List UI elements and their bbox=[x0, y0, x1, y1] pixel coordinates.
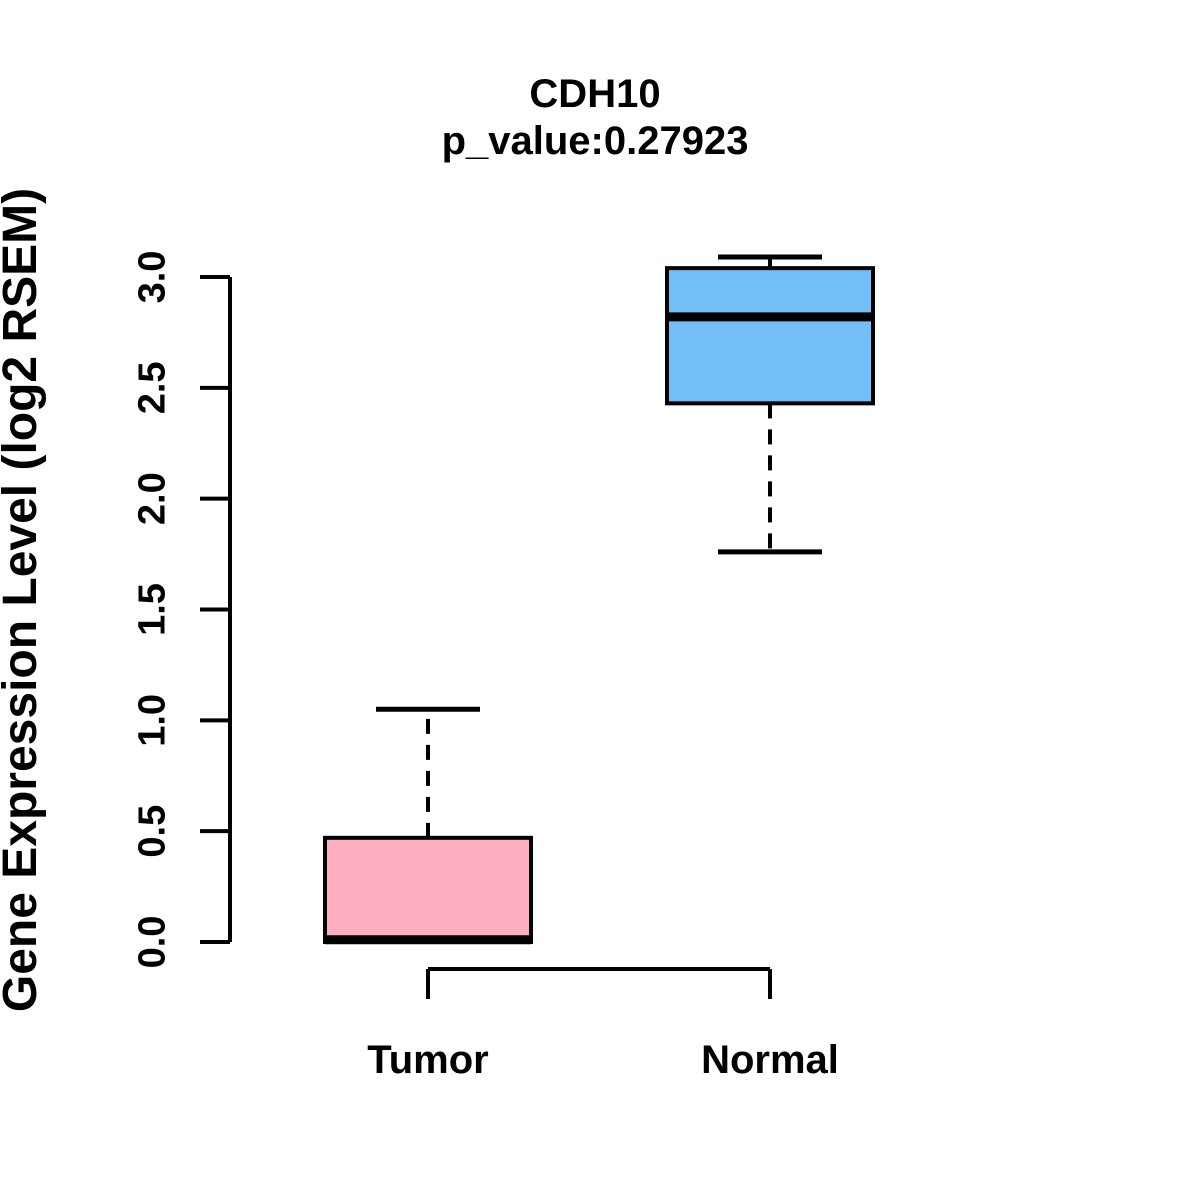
tumor-box bbox=[323, 835, 533, 944]
y-tick-label: 1.5 bbox=[131, 583, 173, 636]
y-tick-label: 1.0 bbox=[131, 694, 173, 747]
y-tick-label: 0.0 bbox=[131, 916, 173, 969]
plot-elements: 0.0 0.5 1.0 1.5 2.0 2.5 3.0 Tumor Normal bbox=[131, 251, 875, 1082]
chart-title: CDH10 bbox=[529, 72, 660, 116]
y-tick-label: 3.0 bbox=[131, 251, 173, 304]
y-tick-label: 0.5 bbox=[131, 805, 173, 858]
x-category-label-normal: Normal bbox=[701, 1038, 839, 1082]
chart-subtitle: p_value:0.27923 bbox=[442, 119, 749, 163]
normal-box bbox=[665, 266, 875, 406]
y-axis-title: Gene Expression Level (log2 RSEM) bbox=[0, 188, 47, 1012]
y-tick-label: 2.0 bbox=[131, 472, 173, 525]
y-tick-label: 2.5 bbox=[131, 361, 173, 414]
x-category-label-tumor: Tumor bbox=[367, 1038, 488, 1082]
